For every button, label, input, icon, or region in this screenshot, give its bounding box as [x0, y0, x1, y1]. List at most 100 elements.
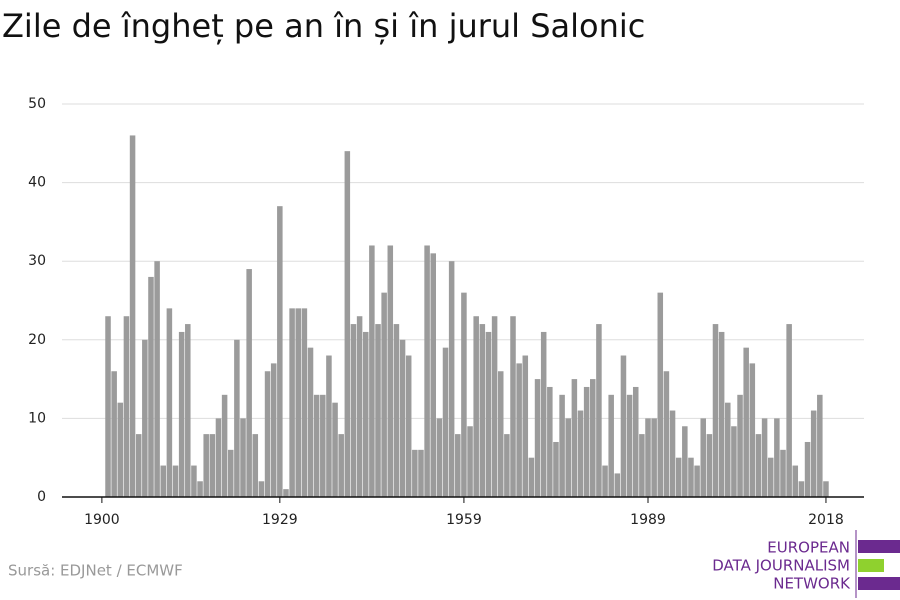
bar	[461, 292, 467, 497]
bar	[559, 394, 565, 497]
bar	[651, 418, 657, 497]
chart-title: Zile de îngheț pe an în și în jurul Salo…	[2, 7, 645, 45]
bar	[424, 245, 430, 497]
bar	[491, 316, 498, 497]
bar	[270, 363, 277, 497]
bar	[743, 347, 749, 497]
bar	[473, 316, 479, 497]
bar	[442, 347, 449, 497]
bar	[264, 371, 271, 497]
bar	[246, 269, 252, 497]
bar	[430, 253, 437, 497]
bar	[154, 261, 160, 497]
bar	[123, 316, 130, 497]
bar	[774, 418, 780, 497]
bar	[252, 434, 259, 497]
bar	[405, 355, 412, 497]
bar	[510, 316, 516, 497]
bar	[448, 261, 455, 497]
bar	[191, 465, 197, 497]
bar	[694, 465, 700, 497]
bar	[817, 394, 823, 497]
bar	[350, 324, 357, 497]
bar	[418, 449, 424, 497]
bar	[295, 308, 302, 497]
bar	[399, 339, 406, 497]
x-tick-label: 1959	[446, 512, 482, 528]
bar	[172, 465, 179, 497]
y-tick-label: 20	[28, 332, 46, 348]
bar	[792, 465, 799, 497]
bar	[626, 394, 633, 497]
logo-bar	[858, 540, 900, 553]
bar	[234, 339, 240, 497]
bar	[504, 434, 510, 497]
bar	[725, 402, 731, 497]
bar	[215, 418, 222, 497]
bar	[221, 394, 228, 497]
bar	[749, 363, 756, 497]
bar	[663, 371, 670, 497]
bar	[632, 386, 639, 497]
bar	[706, 434, 713, 497]
bar	[320, 394, 326, 497]
bar	[700, 418, 706, 497]
bar	[755, 434, 762, 497]
bar	[129, 135, 136, 497]
bar	[344, 151, 351, 497]
y-tick-label: 10	[28, 410, 46, 426]
y-tick-label: 50	[28, 96, 46, 112]
bar	[571, 379, 578, 497]
bar	[111, 371, 117, 497]
bar	[497, 371, 504, 497]
bar	[203, 434, 209, 497]
bar	[761, 418, 768, 497]
bar	[412, 449, 418, 497]
bar	[338, 434, 344, 497]
bar	[356, 316, 363, 497]
y-tick-label: 40	[28, 175, 46, 191]
bar	[393, 324, 400, 497]
bar	[160, 465, 167, 497]
bar	[135, 434, 142, 497]
bar	[608, 394, 614, 497]
bar	[455, 434, 461, 497]
bar	[307, 347, 314, 497]
bar	[620, 355, 627, 497]
bar	[185, 324, 191, 497]
bar	[675, 457, 682, 497]
bar	[178, 331, 185, 497]
bar	[823, 481, 829, 497]
x-tick-label: 1929	[262, 512, 298, 528]
bar	[682, 426, 688, 497]
bar	[227, 449, 234, 497]
bar	[369, 245, 375, 497]
logo-text: DATA JOURNALISM	[712, 557, 850, 575]
bar	[718, 331, 725, 497]
logo-text: NETWORK	[773, 575, 851, 593]
bar	[786, 324, 792, 497]
bar	[301, 308, 308, 497]
bar	[117, 402, 124, 497]
bar	[798, 481, 805, 497]
bar	[596, 324, 602, 497]
bar	[731, 426, 737, 497]
bar	[209, 434, 216, 497]
bar	[669, 410, 676, 497]
bar	[547, 386, 553, 497]
bar	[810, 410, 817, 497]
bar	[737, 394, 743, 497]
bar	[780, 449, 786, 497]
bar	[313, 394, 320, 497]
bar	[362, 331, 369, 497]
bar	[657, 292, 664, 497]
bar	[240, 418, 246, 497]
bar	[767, 457, 774, 497]
bar	[614, 473, 621, 497]
bar	[565, 418, 571, 497]
source: Sursă: EDJNet / ECMWF	[8, 562, 183, 580]
bar	[534, 379, 541, 497]
x-tick-label: 2018	[808, 512, 844, 528]
bar	[105, 316, 111, 497]
